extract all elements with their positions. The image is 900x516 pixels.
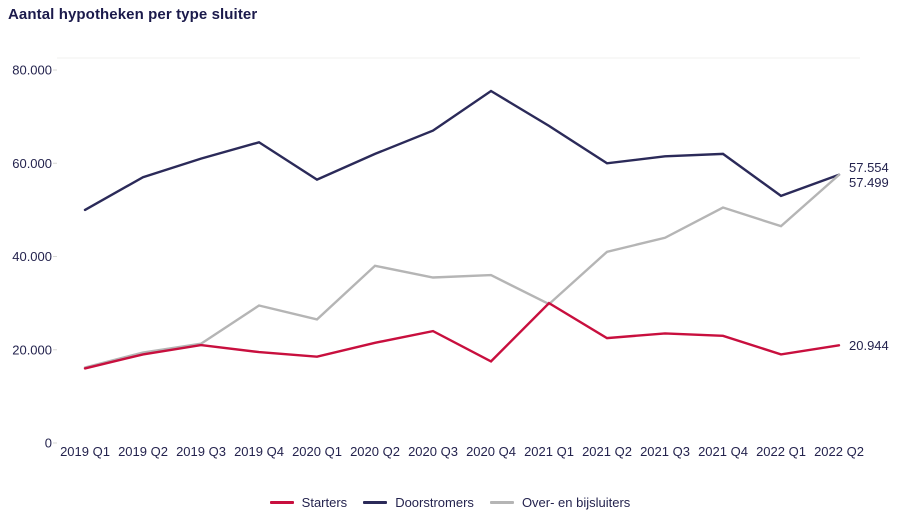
chart-legend: Starters Doorstromers Over- en bijsluite… xyxy=(0,495,900,510)
doorstromers-line-swatch xyxy=(363,501,388,504)
series-end-label-starters: 20.944 xyxy=(849,338,889,353)
series-end-label-over-en-bijsluiters: 57.499 xyxy=(849,175,889,190)
line-chart: 0 20.000 40.000 60.000 80.000 2019 Q1 2019 Q2 2… xyxy=(12,57,889,459)
series-line-over-en-bijsluiters xyxy=(83,173,841,369)
x-axis-label: 2022 Q1 xyxy=(756,444,806,459)
legend-label-starters: Starters xyxy=(301,495,348,510)
y-axis-label: 40.000 xyxy=(12,249,52,264)
x-axis-label: 2019 Q2 xyxy=(118,444,168,459)
page-title: Aantal hypotheken per type sluiter xyxy=(8,6,258,23)
legend-item-starters: Starters xyxy=(269,495,348,510)
starters-line-swatch xyxy=(269,501,294,504)
y-axis-label: 80.000 xyxy=(12,63,52,78)
series-end-label-doorstromers: 57.554 xyxy=(849,160,889,175)
x-axis-label: 2019 Q3 xyxy=(176,444,226,459)
series-line-starters xyxy=(83,301,841,370)
x-axis-label: 2021 Q1 xyxy=(524,444,574,459)
x-axis-label: 2020 Q1 xyxy=(292,444,342,459)
y-axis-label: 60.000 xyxy=(12,156,52,171)
x-axis-label: 2020 Q3 xyxy=(408,444,458,459)
legend-label-over-en-bijsluiters: Over- en bijsluiters xyxy=(521,495,631,510)
y-axis-label: 0 xyxy=(45,436,52,451)
y-axis-label: 20.000 xyxy=(12,342,52,357)
legend-label-doorstromers: Doorstromers xyxy=(395,495,474,510)
x-axis-label: 2022 Q2 xyxy=(814,444,864,459)
x-axis-label: 2020 Q2 xyxy=(350,444,400,459)
x-axis-label: 2021 Q2 xyxy=(582,444,632,459)
x-axis-label: 2019 Q4 xyxy=(234,444,284,459)
x-axis-label: 2021 Q4 xyxy=(698,444,748,459)
series-line-doorstromers xyxy=(83,89,841,212)
x-axis-label: 2021 Q3 xyxy=(640,444,690,459)
x-axis-label: 2019 Q1 xyxy=(60,444,110,459)
over-en-bijsluiters-line-swatch xyxy=(489,501,514,504)
x-axis-label: 2020 Q4 xyxy=(466,444,516,459)
legend-item-doorstromers: Doorstromers xyxy=(363,495,474,510)
legend-item-over-en-bijsluiters: Over- en bijsluiters xyxy=(489,495,631,510)
